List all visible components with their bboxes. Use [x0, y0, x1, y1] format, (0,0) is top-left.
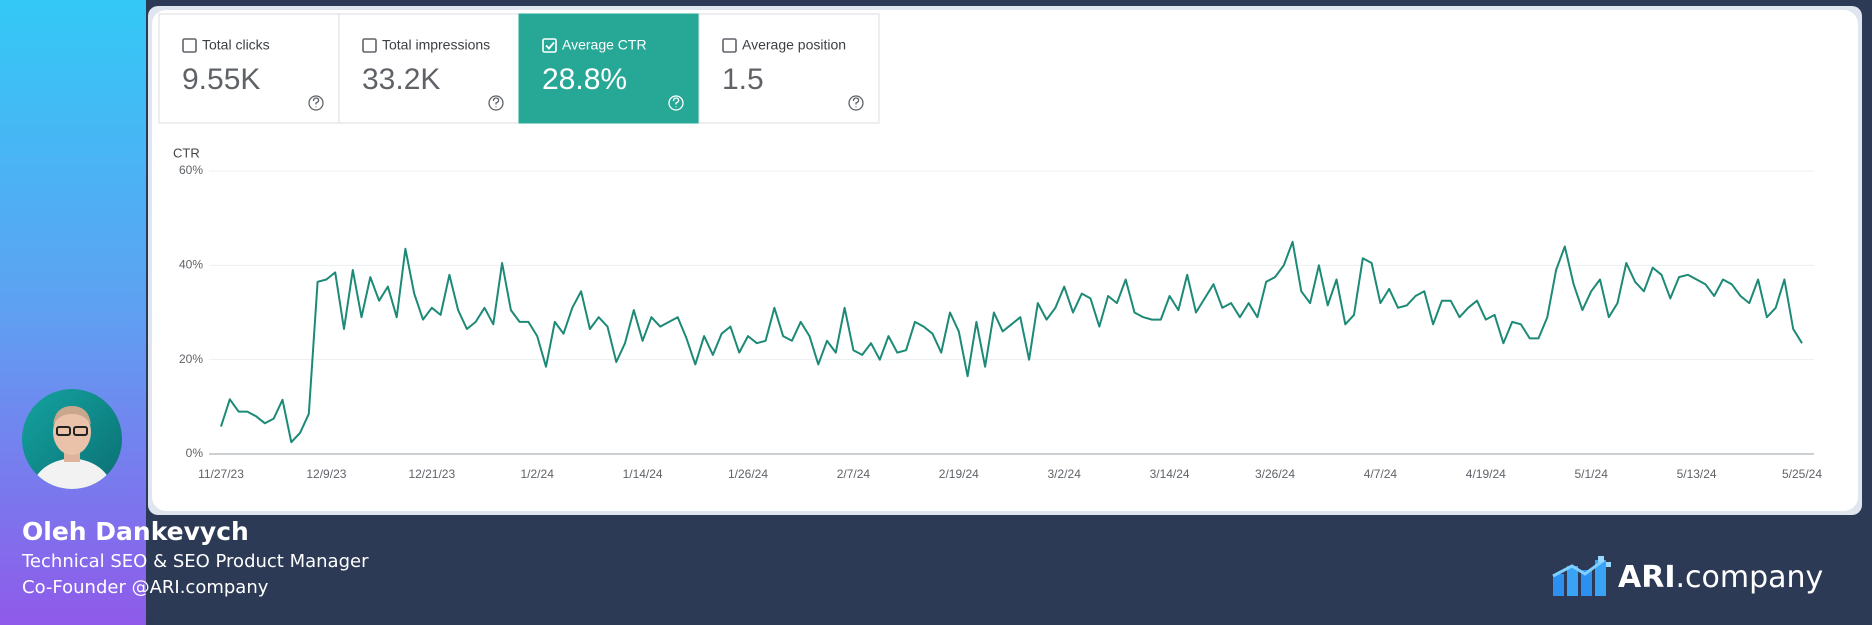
help-icon-mark — [312, 97, 320, 108]
checkbox — [722, 38, 737, 53]
metric-tile[interactable]: Average position 1.5 — [698, 13, 880, 124]
x-tick-label: 2/7/24 — [837, 467, 871, 481]
checkbox — [362, 38, 377, 53]
metric-tile[interactable]: Average CTR 28.8% — [518, 13, 700, 124]
metric-label: Total clicks — [202, 37, 270, 53]
y-tick-label: 20% — [179, 352, 203, 366]
x-tick-label: 2/19/24 — [939, 467, 979, 481]
card — [152, 10, 1858, 511]
metric-value: 1.5 — [722, 63, 764, 96]
metric-value: 9.55K — [182, 63, 260, 96]
x-tick-label: 1/26/24 — [728, 467, 768, 481]
metric-value: 33.2K — [362, 63, 440, 96]
profile-name: Oleh Dankevych — [22, 517, 249, 546]
x-tick-label: 5/1/24 — [1575, 467, 1609, 481]
x-tick-label: 12/21/23 — [408, 467, 455, 481]
help-icon — [848, 95, 864, 111]
help-icon-mark — [492, 97, 500, 108]
x-tick-label: 4/7/24 — [1364, 467, 1398, 481]
checkmark — [545, 41, 555, 50]
x-tick-label: 12/9/23 — [306, 467, 346, 481]
logo-text: ARI.company — [1618, 560, 1823, 595]
metric-label: Average position — [742, 37, 846, 53]
logo-suffix: .company — [1675, 560, 1823, 595]
x-tick-label: 11/27/23 — [198, 467, 244, 481]
help-icon — [488, 95, 504, 111]
metric-tile[interactable]: Total clicks 9.55K — [158, 13, 340, 124]
x-tick-label: 5/13/24 — [1677, 467, 1717, 481]
profile-line: Technical SEO & SEO Product Manager — [21, 551, 369, 572]
y-tick-label: 60% — [179, 163, 203, 177]
checkbox — [182, 38, 197, 53]
help-icon-mark — [672, 97, 680, 108]
metric-label: Average CTR — [562, 37, 647, 53]
x-tick-label: 1/2/24 — [521, 467, 555, 481]
help-icon-mark — [852, 97, 860, 108]
logo-brand: ARI — [1618, 560, 1675, 595]
y-axis-title: CTR — [173, 145, 200, 160]
ctr-line — [220, 240, 1803, 444]
y-tick-label: 0% — [186, 446, 204, 460]
profile-line: Co-Founder @ARI.company — [22, 577, 269, 598]
metric-value: 28.8% — [542, 63, 627, 96]
x-tick-label: 4/19/24 — [1466, 467, 1506, 481]
logo-icon — [1552, 556, 1611, 596]
y-tick-label: 40% — [179, 258, 203, 272]
x-tick-label: 3/14/24 — [1150, 467, 1190, 481]
checkbox — [542, 38, 557, 53]
x-tick-label: 1/14/24 — [623, 467, 663, 481]
help-icon — [668, 95, 684, 111]
help-icon — [308, 95, 324, 111]
chart: 0% 20% 40% 60% 11/27/23 12/9/23 12/21/23 1/2/24… — [179, 163, 1822, 481]
x-tick-label: 3/26/24 — [1255, 467, 1295, 481]
sidebar — [0, 0, 146, 625]
x-tick-label: 5/25/24 — [1782, 467, 1822, 481]
x-tick-label: 3/2/24 — [1048, 467, 1082, 481]
metric-label: Total impressions — [382, 37, 490, 53]
metric-tile[interactable]: Total impressions 33.2K — [338, 13, 520, 124]
metric-tiles: Total clicks 9.55K Total impressions 33.2K A… — [158, 13, 880, 124]
